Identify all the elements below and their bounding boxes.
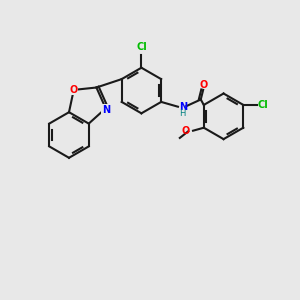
Text: Cl: Cl	[258, 100, 268, 110]
Text: O: O	[199, 80, 207, 90]
Text: Cl: Cl	[136, 41, 147, 52]
Text: N: N	[102, 104, 110, 115]
Text: H: H	[179, 110, 185, 118]
Text: N: N	[179, 102, 187, 112]
Text: O: O	[182, 126, 190, 136]
Text: O: O	[70, 85, 78, 95]
